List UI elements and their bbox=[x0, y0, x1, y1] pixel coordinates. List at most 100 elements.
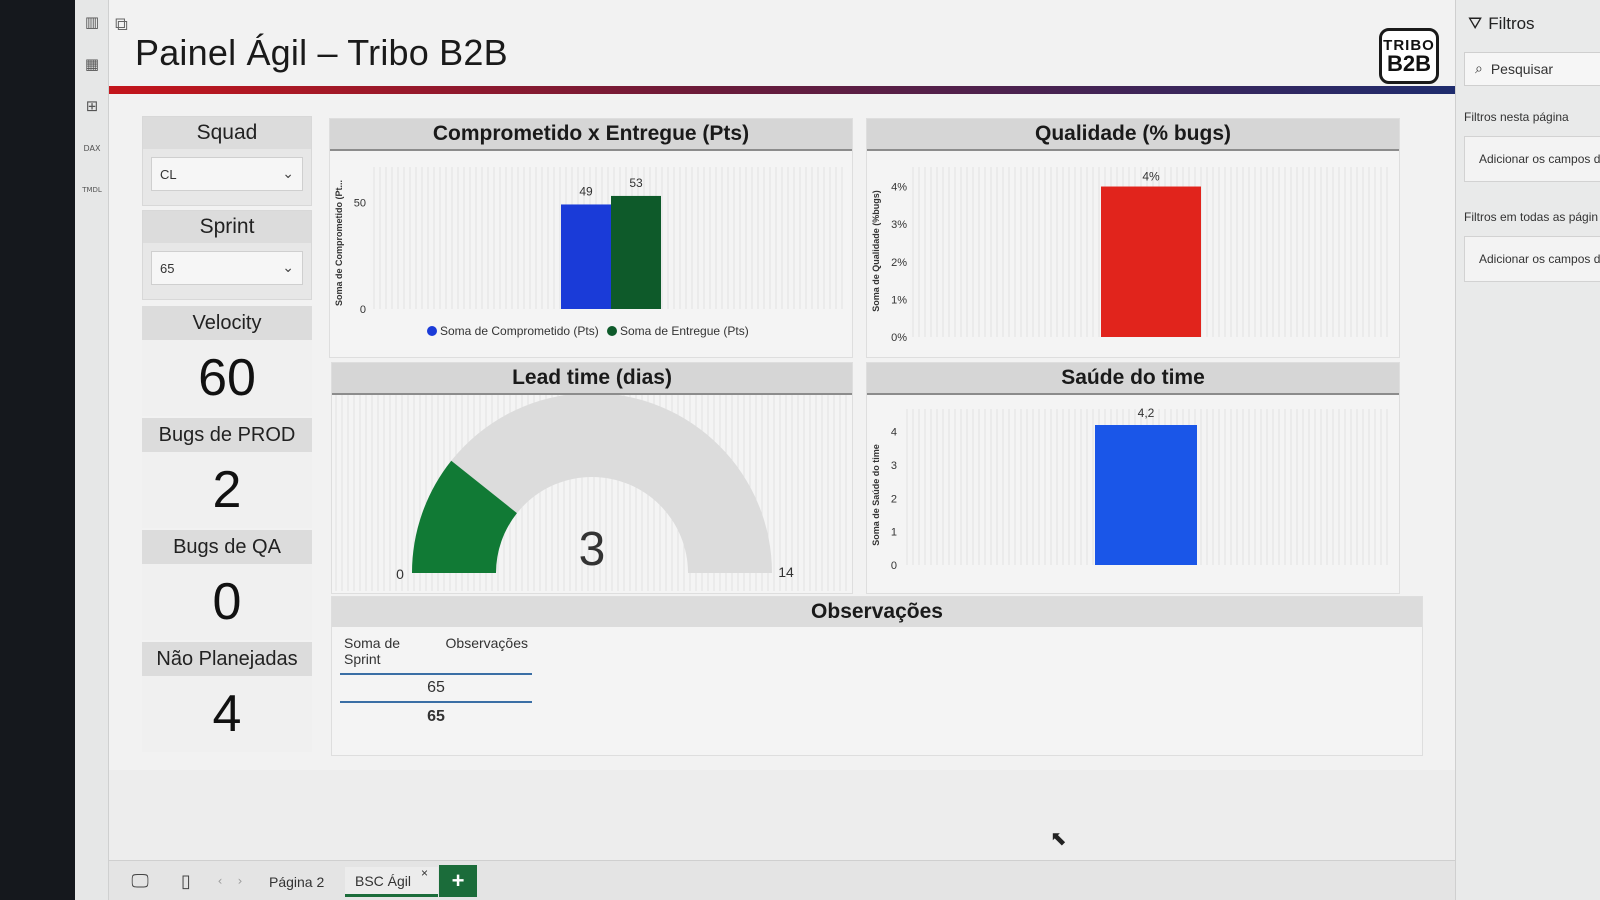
filters-pane: ⛛ Filtros ⌕ Pesquisar Filtros nesta pági… bbox=[1455, 0, 1600, 900]
page-title: Painel Ágil – Tribo B2B bbox=[135, 32, 508, 73]
sprint-dropdown[interactable]: 65 ⌄ bbox=[151, 251, 303, 285]
column-header-sprint[interactable]: Soma de Sprint bbox=[344, 635, 401, 667]
observations-table-visual[interactable]: Observações Soma de Sprint Observações 6… bbox=[331, 596, 1423, 756]
tab-pagina-2[interactable]: Página 2 bbox=[259, 867, 334, 897]
y-tick-label: 1% bbox=[891, 294, 907, 306]
committed-delivered-chart[interactable]: Comprometido x Entregue (Pts) Soma de Co… bbox=[329, 118, 853, 358]
tribo-b2b-logo: TRIBO B2B bbox=[1379, 28, 1439, 84]
table-title: Observações bbox=[332, 597, 1422, 627]
filters-on-page-label: Filtros nesta página bbox=[1464, 110, 1569, 124]
quality-svg: Soma de Qualidade (%bugs) 0% 1% 2% 3% 4% 4% bbox=[871, 167, 1388, 344]
lead-time-gauge-svg: 0 14 3 bbox=[335, 393, 847, 591]
y-tick-label: 0% bbox=[891, 332, 907, 344]
y-tick-label: 0 bbox=[360, 304, 366, 316]
legend-marker bbox=[607, 326, 617, 336]
chart-title: Comprometido x Entregue (Pts) bbox=[330, 119, 852, 151]
y-axis-label: Soma de Comprometido (Pt... bbox=[334, 180, 344, 306]
logo-line-1: TRIBO bbox=[1383, 36, 1435, 54]
report-page: ⧉ Painel Ágil – Tribo B2B TRIBO B2B Squa… bbox=[109, 0, 1455, 770]
legend-entry: Soma de Entregue (Pts) bbox=[620, 324, 749, 338]
kpi-card-bugs-qa[interactable]: Bugs de QA 0 bbox=[142, 530, 312, 640]
view-rail: ▥ ▦ ⊞ DAX TMDL bbox=[75, 0, 109, 900]
chevron-down-icon: ⌄ bbox=[282, 166, 294, 182]
table-total-row: 65 bbox=[340, 703, 532, 731]
model-view-icon[interactable]: ⊞ bbox=[85, 97, 99, 115]
filters-title: Filtros bbox=[1488, 14, 1535, 33]
tab-next-icon[interactable]: › bbox=[237, 874, 243, 888]
kpi-title: Bugs de QA bbox=[142, 530, 312, 564]
add-page-button[interactable]: + bbox=[439, 865, 477, 897]
y-tick-label: 2% bbox=[891, 257, 907, 269]
squad-dropdown-value: CL bbox=[160, 166, 177, 182]
desktop-layout-icon[interactable]: 🖵 bbox=[131, 870, 149, 892]
gauge-min-label: 0 bbox=[396, 566, 404, 582]
table-cell-sprint: 65 bbox=[427, 679, 445, 696]
kpi-card-nao-planejadas[interactable]: Não Planejadas 4 bbox=[142, 642, 312, 752]
y-tick-label: 3% bbox=[891, 219, 907, 231]
table-row: 65 bbox=[340, 675, 532, 703]
tmdl-view-icon[interactable]: TMDL bbox=[81, 180, 103, 200]
y-tick-label: 50 bbox=[354, 197, 366, 209]
data-label: 53 bbox=[629, 176, 643, 190]
y-tick-label: 4 bbox=[891, 427, 897, 439]
y-axis-label: Soma de Saúde do time bbox=[871, 444, 881, 546]
y-tick-label: 3 bbox=[891, 460, 897, 472]
tab-label: BSC Ágil bbox=[355, 872, 412, 889]
filters-all-pages-label: Filtros em todas as págin bbox=[1464, 210, 1599, 224]
squad-slicer-title: Squad bbox=[143, 117, 311, 149]
y-tick-label: 4% bbox=[891, 182, 907, 194]
filters-header: ⛛ Filtros bbox=[1468, 14, 1535, 34]
tmdl-icon-text: TMDL bbox=[82, 186, 102, 194]
chart-title: Lead time (dias) bbox=[332, 363, 852, 395]
bar-0 bbox=[1101, 186, 1201, 337]
team-health-svg: Soma de Saúde do time 0 1 2 3 4 4,2 bbox=[871, 406, 1388, 572]
visual-focus-icon[interactable]: ⧉ bbox=[115, 14, 128, 35]
kpi-value: 4 bbox=[142, 676, 312, 752]
kpi-card-velocity[interactable]: Velocity 60 bbox=[142, 306, 312, 416]
filters-on-page-well[interactable]: Adicionar os campos d bbox=[1464, 136, 1600, 182]
filters-search-input[interactable]: ⌕ Pesquisar bbox=[1464, 52, 1600, 86]
filters-all-pages-well[interactable]: Adicionar os campos d bbox=[1464, 236, 1600, 282]
chart-title: Qualidade (% bugs) bbox=[867, 119, 1399, 151]
window-left-edge bbox=[0, 0, 75, 900]
tab-label: Página 2 bbox=[269, 874, 325, 890]
observations-table: Soma de Sprint Observações 65 65 bbox=[340, 635, 532, 731]
chevron-down-icon: ⌄ bbox=[282, 260, 294, 276]
tab-bsc-agil[interactable]: BSC Ágil × bbox=[345, 865, 439, 897]
table-header-row: Soma de Sprint Observações bbox=[340, 635, 532, 675]
mobile-layout-icon[interactable]: ▯ bbox=[181, 870, 191, 892]
page-tab-bar: 🖵 ▯ ‹ › Página 2 BSC Ágil × + bbox=[109, 860, 1455, 900]
sprint-slicer-title: Sprint bbox=[143, 211, 311, 243]
report-canvas: ⧉ Painel Ágil – Tribo B2B TRIBO B2B Squa… bbox=[109, 0, 1455, 860]
report-view-icon[interactable]: ▥ bbox=[84, 13, 100, 31]
data-label: 49 bbox=[579, 184, 593, 198]
title-gradient-bar bbox=[109, 86, 1455, 94]
column-header-observacoes[interactable]: Observações bbox=[445, 635, 528, 651]
team-health-chart[interactable]: Saúde do time Soma de Saúde do time 0 1 2 3 4… bbox=[866, 362, 1400, 594]
table-view-icon[interactable]: ▦ bbox=[84, 55, 100, 73]
sprint-dropdown-value: 65 bbox=[160, 260, 175, 276]
kpi-value: 0 bbox=[142, 564, 312, 640]
kpi-card-bugs-prod[interactable]: Bugs de PROD 2 bbox=[142, 418, 312, 528]
y-tick-label: 2 bbox=[891, 493, 897, 505]
bar-1 bbox=[611, 195, 661, 309]
close-tab-icon[interactable]: × bbox=[421, 865, 429, 880]
sprint-slicer: Sprint 65 ⌄ bbox=[142, 210, 312, 300]
logo-line-2: B2B bbox=[1386, 50, 1431, 76]
quality-chart[interactable]: Qualidade (% bugs) Soma de Qualidade (%b… bbox=[866, 118, 1400, 358]
legend-entry: Soma de Comprometido (Pts) bbox=[440, 324, 599, 338]
bar-0 bbox=[1095, 425, 1197, 565]
lead-time-gauge[interactable]: Lead time (dias) 0 14 3 bbox=[331, 362, 853, 594]
table-total-value: 65 bbox=[427, 708, 445, 725]
data-label: 4% bbox=[1142, 170, 1160, 184]
gauge-max-label: 14 bbox=[778, 564, 794, 580]
search-placeholder: Pesquisar bbox=[1490, 61, 1554, 77]
data-label: 4,2 bbox=[1138, 406, 1155, 420]
gauge-fill bbox=[412, 460, 517, 573]
legend-marker bbox=[427, 326, 437, 336]
squad-dropdown[interactable]: CL ⌄ bbox=[151, 157, 303, 191]
dax-view-icon[interactable]: DAX bbox=[81, 138, 103, 158]
chart-title: Saúde do time bbox=[867, 363, 1399, 395]
tab-prev-icon[interactable]: ‹ bbox=[217, 874, 223, 888]
funnel-icon[interactable]: ⛛ bbox=[1468, 14, 1483, 34]
